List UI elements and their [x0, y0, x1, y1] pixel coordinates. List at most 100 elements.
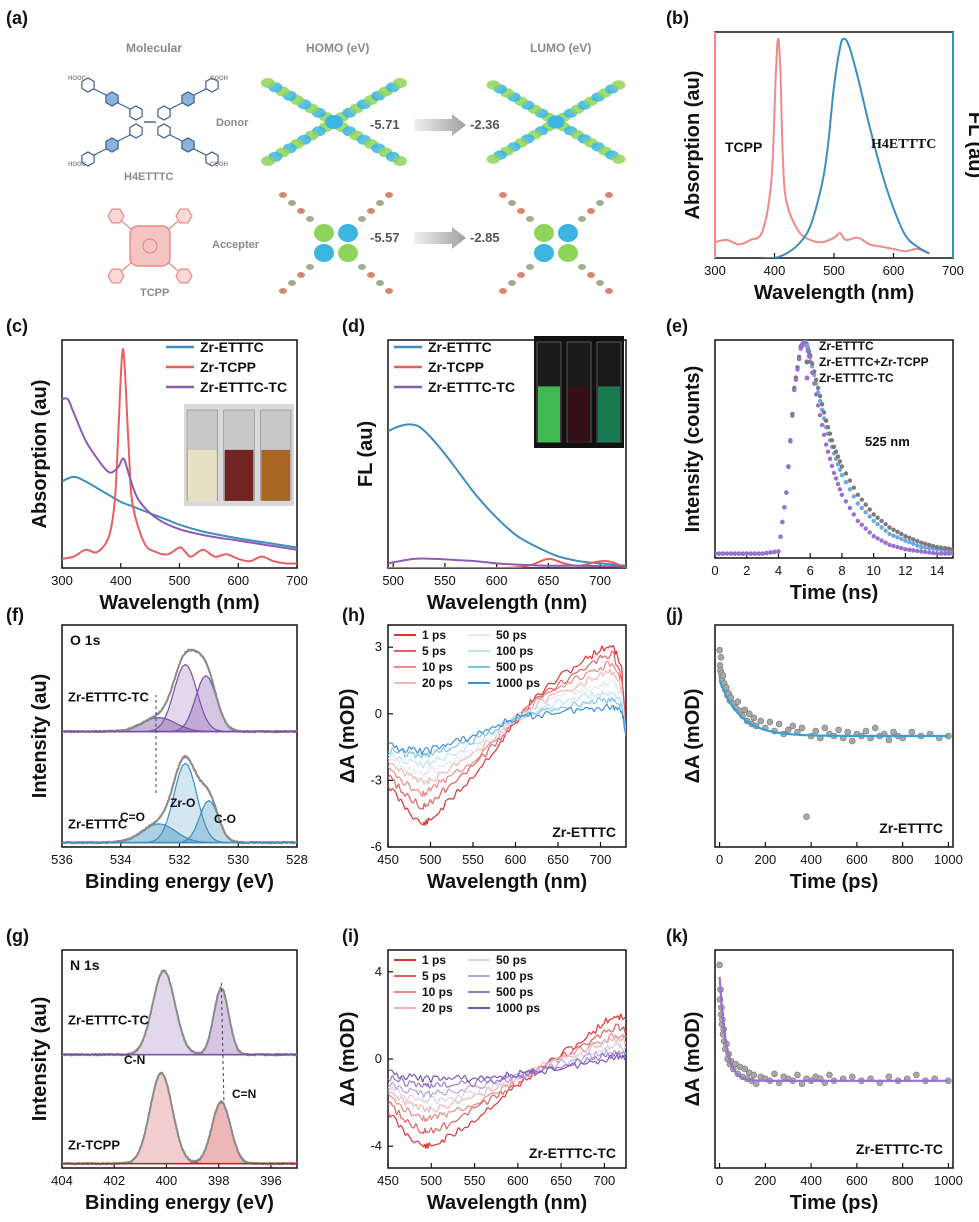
orbital-lobe — [486, 80, 500, 90]
x-tick-label: 550 — [434, 573, 456, 588]
decay-point — [788, 439, 793, 444]
role-donor: Donor — [216, 117, 249, 129]
series-line-TCPP — [715, 37, 930, 255]
x-tick-label: 600 — [227, 573, 249, 588]
decay-point — [839, 473, 845, 478]
decay-point — [827, 431, 833, 436]
x-tick-label: 396 — [260, 1173, 282, 1188]
plot-frame — [387, 624, 627, 848]
decay-point — [792, 387, 797, 393]
kinetic-point — [803, 813, 810, 821]
decay-point — [851, 485, 856, 490]
ring-bond — [93, 88, 107, 96]
orbital-lobe — [306, 264, 314, 270]
x-tick-label: 450 — [377, 1173, 399, 1188]
x-tick-label: 600 — [507, 1173, 529, 1188]
x-tick-label: 700 — [590, 852, 612, 867]
orbital-lobe — [578, 216, 586, 222]
orbital-lobe — [314, 224, 334, 242]
cooh-label-br: COOH — [210, 162, 228, 168]
decay-point — [879, 518, 884, 524]
core-level-title: O 1s — [70, 632, 101, 648]
decay-point — [772, 549, 777, 555]
x-tick-label: 700 — [589, 573, 611, 588]
orbital-lobe — [358, 216, 366, 222]
kinetic-point — [752, 1080, 760, 1088]
kinetic-point — [775, 720, 783, 728]
spectrum-line — [388, 1049, 626, 1098]
legend-label: 10 ps — [422, 985, 453, 999]
x-tick-label: 800 — [892, 1173, 914, 1188]
decay-point — [946, 546, 952, 551]
decay-point — [915, 538, 920, 544]
decay-point — [871, 512, 876, 517]
decay-point — [911, 541, 916, 546]
decay-point — [812, 381, 817, 386]
orbital-lobe — [526, 216, 534, 222]
decay-point — [891, 543, 896, 549]
kinetic-point — [717, 653, 725, 661]
spectrum-line — [388, 1023, 626, 1135]
orbital-lobe — [279, 192, 287, 198]
x-tick-label: 600 — [846, 852, 868, 867]
decay-point — [859, 522, 864, 527]
x-tick-label: 500 — [420, 852, 442, 867]
series-line — [388, 557, 626, 568]
decay-point — [919, 549, 924, 554]
decay-point — [891, 533, 896, 538]
orbital-lobe — [558, 224, 578, 242]
x-tick-label: 402 — [103, 1173, 125, 1188]
decay-point — [748, 551, 753, 556]
arrow-acceptor — [414, 227, 466, 249]
decay-point — [871, 534, 876, 539]
orbital-lobe — [578, 264, 586, 270]
decay-point — [907, 535, 912, 540]
decay-point — [810, 370, 815, 375]
decay-point — [895, 535, 900, 540]
legend-label: Zr-ETTTC — [819, 339, 874, 353]
arrow-donor — [414, 114, 466, 136]
decay-point — [855, 501, 860, 506]
x-tick-label: 6 — [807, 563, 814, 578]
ring-bond — [193, 148, 207, 156]
kinetic-point — [750, 714, 758, 722]
decay-point — [950, 551, 953, 556]
decay-point — [883, 540, 888, 545]
decay-point — [839, 492, 845, 497]
panel-label: (k) — [666, 926, 688, 946]
x-tick-label: 0 — [711, 563, 718, 578]
kinetic-point — [716, 646, 723, 654]
decay-point — [851, 512, 856, 517]
orbital-lobe — [486, 154, 500, 164]
phenyl-ring — [107, 208, 125, 224]
peak-label-c-o-double: C=O — [120, 810, 145, 824]
decay-point — [752, 551, 757, 556]
y-tick-label: -3 — [370, 772, 382, 787]
decay-point — [927, 550, 932, 555]
orbital-lobe — [385, 192, 393, 198]
header-homo: HOMO (eV) — [306, 41, 369, 55]
orbital-lobe — [367, 208, 375, 214]
decay-point — [899, 536, 904, 542]
decay-point — [859, 505, 864, 511]
kinetic-point — [798, 724, 806, 732]
series-label-h4etttc: H4ETTTC — [871, 137, 936, 152]
decay-point — [863, 526, 868, 531]
decay-point — [875, 515, 880, 520]
kinetic-point — [716, 961, 723, 969]
orbital-lobe — [393, 156, 407, 166]
panel-label: (e) — [666, 316, 688, 336]
y-axis-label: ΔA (mOD) — [337, 1012, 359, 1107]
legend-label: 20 ps — [422, 676, 453, 690]
y-axis-label: Intensity (counts) — [682, 366, 704, 533]
benzene-ring — [181, 137, 195, 153]
phenyl-ring — [175, 268, 193, 284]
x-tick-label: 650 — [538, 573, 560, 588]
panel-j: 0 200 400 600 800 1000 Time (ps) ΔA (mOD) (j) Zr-… — [666, 605, 963, 893]
x-tick-label: 400 — [800, 1173, 822, 1188]
meso-bond — [167, 220, 179, 231]
decay-point — [843, 471, 849, 476]
decay-point — [851, 494, 856, 499]
wavelength-annotation: 525 nm — [865, 434, 910, 449]
